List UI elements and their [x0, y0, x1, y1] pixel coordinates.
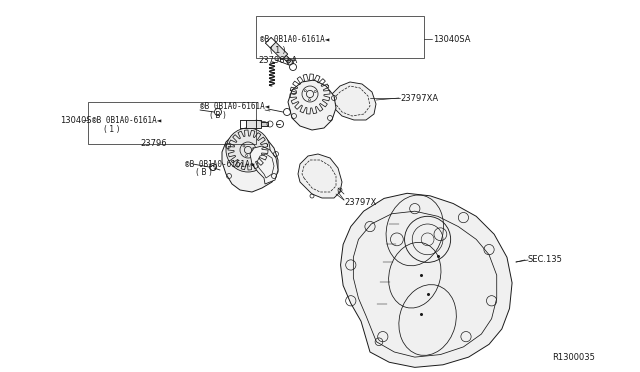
Text: 13040S: 13040S — [60, 115, 92, 125]
Polygon shape — [250, 146, 278, 184]
Polygon shape — [246, 120, 261, 128]
Text: ( 1 ): ( 1 ) — [270, 45, 285, 55]
Text: 23797XA: 23797XA — [400, 93, 438, 103]
Polygon shape — [222, 130, 278, 192]
Text: ®B 0B1A0-6161A◄: ®B 0B1A0-6161A◄ — [200, 102, 269, 110]
Polygon shape — [340, 193, 512, 368]
Text: 23796+A: 23796+A — [258, 56, 297, 65]
Text: ( B ): ( B ) — [196, 167, 212, 176]
Text: ®B 0B1A0-6161A◄: ®B 0B1A0-6161A◄ — [185, 160, 254, 169]
Text: 23796: 23796 — [140, 139, 166, 148]
Text: ( B ): ( B ) — [210, 110, 226, 119]
Polygon shape — [270, 42, 288, 60]
Polygon shape — [261, 122, 268, 126]
Polygon shape — [284, 55, 291, 63]
Polygon shape — [330, 82, 376, 120]
Text: R1300035: R1300035 — [552, 353, 595, 362]
Text: ®B 0B1A0-6161A◄: ®B 0B1A0-6161A◄ — [260, 35, 330, 44]
Polygon shape — [288, 80, 336, 130]
Text: ( 1 ): ( 1 ) — [104, 125, 120, 134]
Text: SEC.135: SEC.135 — [528, 256, 563, 264]
Text: 23797X: 23797X — [344, 198, 376, 206]
Polygon shape — [298, 154, 342, 198]
Bar — [256, 16, 424, 58]
Text: ®B 0B1A0-6161A◄: ®B 0B1A0-6161A◄ — [92, 115, 161, 125]
Bar — [88, 102, 256, 144]
Circle shape — [226, 128, 270, 172]
Text: 13040SA: 13040SA — [433, 35, 470, 44]
